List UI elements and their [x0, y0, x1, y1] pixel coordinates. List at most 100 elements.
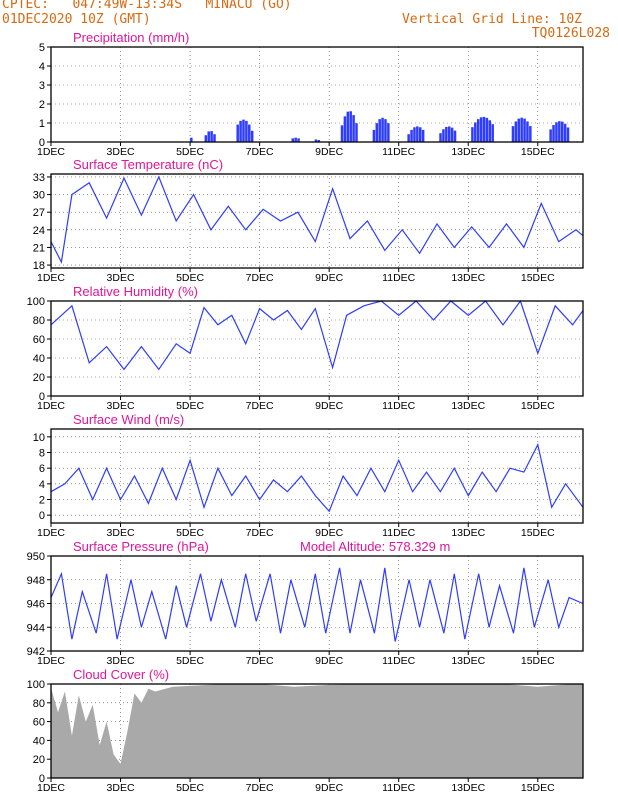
y-tick-label: 948 [27, 575, 45, 587]
x-tick-label: 11DEC [382, 400, 415, 412]
x-tick-label: 11DEC [382, 272, 415, 284]
precip-bar [421, 129, 425, 142]
y-tick-label: 33 [33, 172, 45, 184]
x-tick-label: 9DEC [315, 400, 343, 412]
y-tick-label: 4 [39, 479, 45, 491]
precip-bar [549, 129, 552, 142]
x-tick-label: 3DEC [107, 655, 135, 667]
y-tick-label: 944 [27, 622, 45, 634]
panel-title: Cloud Cover (%) [73, 667, 169, 682]
precip-bar [450, 127, 454, 142]
y-tick-label: 27 [33, 207, 45, 219]
precip-bar [485, 117, 489, 142]
x-tick-label: 5DEC [176, 782, 204, 794]
x-tick-label: 9DEC [315, 272, 343, 284]
panel-title: Precipitation (mm/h) [73, 30, 189, 45]
x-tick-label: 13DEC [451, 782, 485, 794]
precip-bar [410, 129, 413, 142]
precip-bar [242, 119, 245, 142]
y-tick-label: 942 [27, 646, 45, 658]
location-label: MINACU (GO) [205, 0, 292, 12]
precip-bar [204, 135, 208, 142]
panel-title: Surface Wind (m/s) [73, 412, 184, 427]
precip-bar [317, 139, 321, 142]
precip-bar [555, 122, 558, 142]
precip-bar [346, 111, 350, 142]
panel-1: 0 1 2 3 4 5 1DEC 3DEC 5DEC 7DEC 9DEC 11DEC 13DEC 15DE… [37, 30, 584, 158]
x-tick-label: 7DEC [246, 146, 274, 158]
x-tick-label: 1DEC [37, 655, 65, 667]
precip-bar [375, 123, 379, 142]
series-line [50, 567, 584, 642]
x-tick-label: 11DEC [382, 782, 415, 794]
x-tick-label: 9DEC [315, 782, 343, 794]
panel-frame [50, 46, 584, 143]
datetime-label: 01DEC2020 10Z (GMT) [2, 12, 151, 27]
grid-note-label: Vertical Grid Line: 10Z [401, 12, 582, 27]
panel-frame [50, 300, 584, 397]
precip-bar [482, 116, 486, 142]
precip-bar [560, 121, 564, 142]
precip-bar [552, 125, 555, 142]
precip-bar [213, 134, 216, 142]
precip-bar [245, 120, 248, 142]
y-tick-label: 30 [33, 190, 45, 202]
precip-bar [445, 126, 448, 142]
precip-bar [511, 126, 515, 142]
precip-bar [526, 121, 529, 142]
x-tick-label: 11DEC [382, 527, 415, 539]
source-label: CPTEC: [2, 0, 49, 12]
x-tick-label: 9DEC [315, 527, 343, 539]
y-tick-label: 100 [27, 679, 45, 691]
x-tick-label: 9DEC [315, 146, 343, 158]
panel-title: Surface Temperature (nC) [73, 157, 223, 172]
precip-bar [491, 124, 494, 142]
y-tick-label: 21 [33, 242, 45, 254]
precip-bar [523, 118, 526, 142]
y-tick-label: 946 [27, 599, 45, 611]
precip-bar [248, 124, 251, 142]
x-tick-label: 15DEC [521, 400, 555, 412]
x-tick-label: 11DEC [382, 655, 415, 667]
precip-bar [355, 123, 358, 142]
precip-bar [372, 129, 376, 142]
y-tick-label: 950 [27, 551, 45, 563]
precip-bar [314, 139, 318, 142]
precip-bar [207, 131, 210, 142]
y-tick-label: 100 [27, 296, 45, 308]
precip-bar [236, 124, 239, 142]
y-tick-label: 40 [33, 735, 45, 747]
x-tick-label: 1DEC [37, 782, 65, 794]
x-tick-label: 1DEC [37, 527, 65, 539]
precip-bar [439, 133, 442, 142]
precip-bar [442, 129, 445, 142]
x-tick-label: 5DEC [176, 527, 204, 539]
y-tick-label: 5 [39, 42, 45, 54]
x-tick-label: 3DEC [107, 146, 135, 158]
x-tick-label: 15DEC [521, 655, 555, 667]
y-tick-label: 80 [33, 315, 45, 327]
panel-frame [50, 173, 584, 269]
panel-title: Relative Humidity (%) [73, 284, 198, 299]
x-tick-label: 5DEC [176, 400, 204, 412]
precip-bar [514, 121, 518, 142]
y-tick-label: 4 [39, 61, 45, 73]
y-tick-label: 60 [33, 717, 45, 729]
precip-bar [474, 122, 477, 142]
x-tick-label: 7DEC [246, 400, 274, 412]
precip-bar [387, 123, 390, 142]
x-tick-label: 7DEC [246, 527, 274, 539]
series-line [50, 299, 584, 371]
coords-label: 047:49W-13:34S [72, 0, 183, 12]
x-tick-label: 5DEC [176, 655, 204, 667]
y-tick-label: 2 [39, 99, 45, 111]
precip-bar [529, 126, 532, 142]
y-tick-label: 40 [33, 353, 45, 365]
x-tick-label: 7DEC [246, 272, 274, 284]
x-tick-label: 15DEC [521, 272, 555, 284]
y-tick-label: 60 [33, 334, 45, 346]
code-label: TQ0126L028 [531, 26, 610, 41]
precip-bar [352, 115, 355, 142]
y-tick-label: 20 [33, 754, 45, 766]
precip-bar [340, 125, 344, 142]
